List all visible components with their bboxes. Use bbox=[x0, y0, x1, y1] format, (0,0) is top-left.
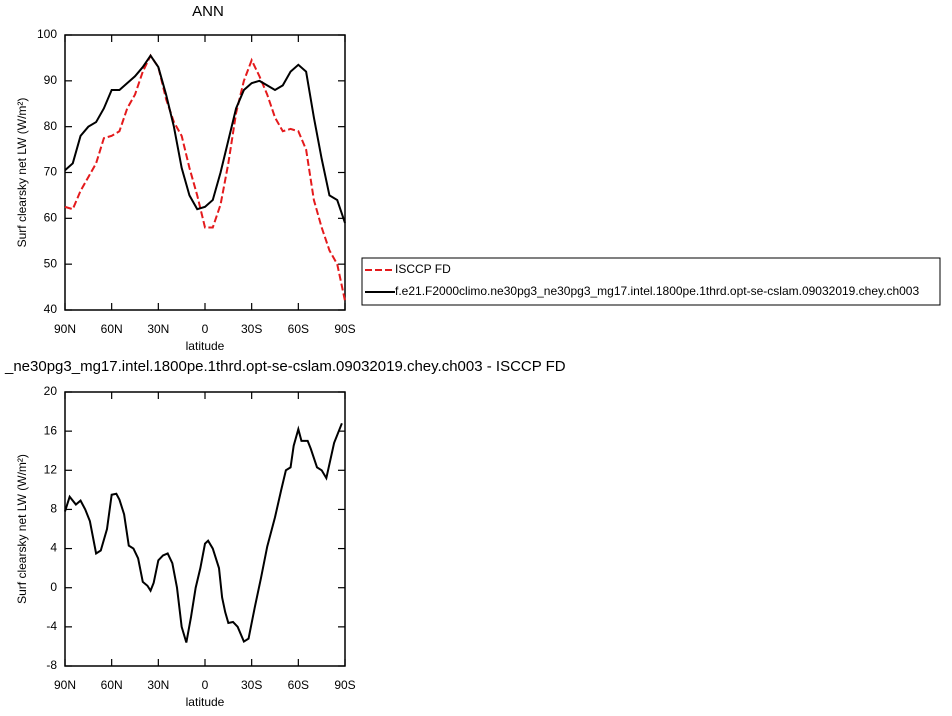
y-tick-label: 70 bbox=[44, 165, 58, 179]
y-tick-label: 90 bbox=[44, 73, 58, 87]
y-tick-label: 100 bbox=[37, 27, 57, 41]
chart-title: _ne30pg3_mg17.intel.1800pe.1thrd.opt-se-… bbox=[4, 358, 566, 375]
x-tick-label: 60S bbox=[288, 322, 309, 336]
x-tick-label: 90S bbox=[334, 322, 355, 336]
y-tick-label: 40 bbox=[44, 302, 58, 316]
y-axis-label: Surf clearsky net LW (W/m²) bbox=[15, 98, 29, 248]
y-tick-label: 16 bbox=[44, 423, 58, 437]
series-line bbox=[64, 422, 343, 644]
x-axis-label: latitude bbox=[186, 339, 225, 353]
y-tick-label: 0 bbox=[50, 580, 57, 594]
x-tick-label: 30N bbox=[147, 322, 169, 336]
x-tick-label: 60N bbox=[101, 678, 123, 692]
plot-frame bbox=[64, 34, 346, 311]
x-tick-label: 90S bbox=[334, 678, 355, 692]
x-tick-label: 90N bbox=[54, 322, 76, 336]
x-tick-label: 0 bbox=[202, 678, 209, 692]
y-axis-label: Surf clearsky net LW (W/m²) bbox=[15, 454, 29, 604]
y-tick-label: -8 bbox=[46, 658, 57, 672]
y-tick-label: 50 bbox=[44, 256, 58, 270]
series-line bbox=[64, 53, 346, 302]
y-tick-label: 60 bbox=[44, 211, 58, 225]
series-line bbox=[64, 53, 346, 224]
x-tick-label: 30N bbox=[147, 678, 169, 692]
x-tick-label: 30S bbox=[241, 322, 262, 336]
y-tick-label: 4 bbox=[50, 541, 57, 555]
y-tick-label: -4 bbox=[46, 619, 57, 633]
legend-label: f.e21.F2000climo.ne30pg3_ne30pg3_mg17.in… bbox=[395, 284, 919, 298]
y-tick-label: 20 bbox=[44, 384, 58, 398]
legend-label: ISCCP FD bbox=[395, 262, 451, 276]
legend-box bbox=[361, 257, 941, 306]
y-tick-label: 80 bbox=[44, 119, 58, 133]
chart-title: ANN bbox=[192, 3, 224, 20]
y-tick-label: 8 bbox=[50, 502, 57, 516]
x-tick-label: 60N bbox=[101, 322, 123, 336]
x-axis-label: latitude bbox=[186, 695, 225, 709]
x-tick-label: 60S bbox=[288, 678, 309, 692]
x-tick-label: 0 bbox=[202, 322, 209, 336]
x-tick-label: 90N bbox=[54, 678, 76, 692]
x-tick-label: 30S bbox=[241, 678, 262, 692]
y-tick-label: 12 bbox=[44, 462, 58, 476]
